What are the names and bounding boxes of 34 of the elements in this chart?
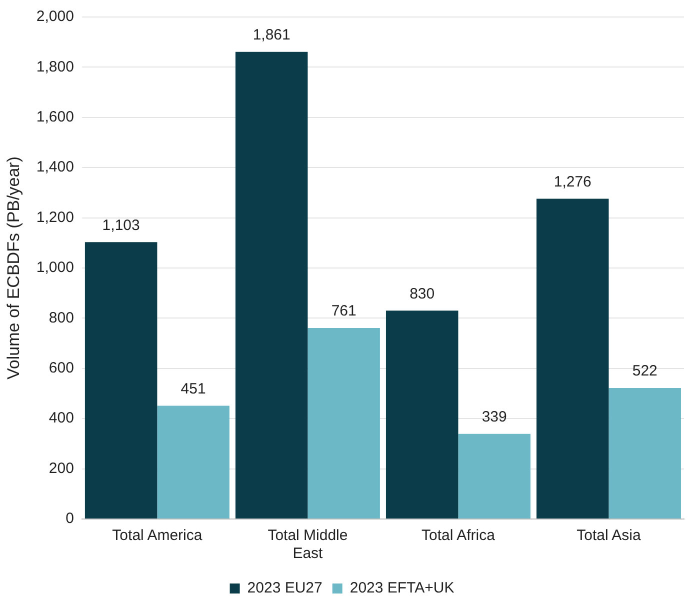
y-tick-label: 1,600: [36, 108, 74, 126]
y-tick-label: 2,000: [36, 8, 74, 26]
bar: [386, 310, 458, 518]
data-label: 522: [632, 362, 658, 380]
x-tick-label: Total America: [112, 527, 203, 544]
data-label: 761: [331, 302, 356, 320]
y-tick-label: 1,400: [36, 158, 74, 176]
y-tick-label: 1,800: [36, 58, 74, 76]
y-tick-label: 0: [66, 510, 74, 528]
y-tick-label: 400: [48, 410, 74, 427]
bar: [608, 388, 681, 518]
bar: [157, 406, 230, 518]
legend-label: 2023 EU27: [247, 580, 322, 597]
data-label: 1,276: [554, 173, 592, 190]
x-tick-label: Total Asia: [576, 527, 642, 544]
bar: [235, 52, 308, 518]
data-label: 1,861: [252, 26, 290, 44]
x-tick-label: Total Africa: [422, 527, 496, 544]
y-axis-title: Volume of ECBDFs (PB/year): [4, 156, 23, 380]
data-label: 339: [482, 408, 507, 426]
y-tick-label: 1,000: [36, 259, 74, 276]
y-tick-label: 200: [48, 460, 74, 477]
legend-label: 2023 EFTA+UK: [350, 580, 454, 597]
y-tick-label: 600: [48, 360, 74, 377]
bar: [458, 434, 530, 518]
bar: [84, 242, 158, 518]
data-label: 451: [180, 380, 206, 398]
x-tick-label: Total Middle East: [268, 527, 348, 562]
bar: [536, 198, 609, 518]
y-tick-label: 1,200: [36, 208, 74, 226]
data-label: 830: [410, 285, 435, 302]
data-label: 1,103: [102, 216, 140, 234]
bar: [308, 328, 380, 518]
y-tick-label: 800: [48, 309, 74, 326]
